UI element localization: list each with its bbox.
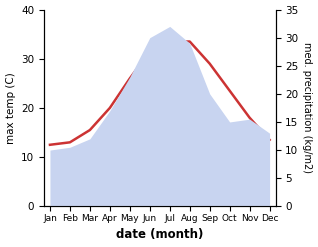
Y-axis label: med. precipitation (kg/m2): med. precipitation (kg/m2) <box>302 42 313 173</box>
Y-axis label: max temp (C): max temp (C) <box>5 72 16 144</box>
X-axis label: date (month): date (month) <box>116 228 204 242</box>
